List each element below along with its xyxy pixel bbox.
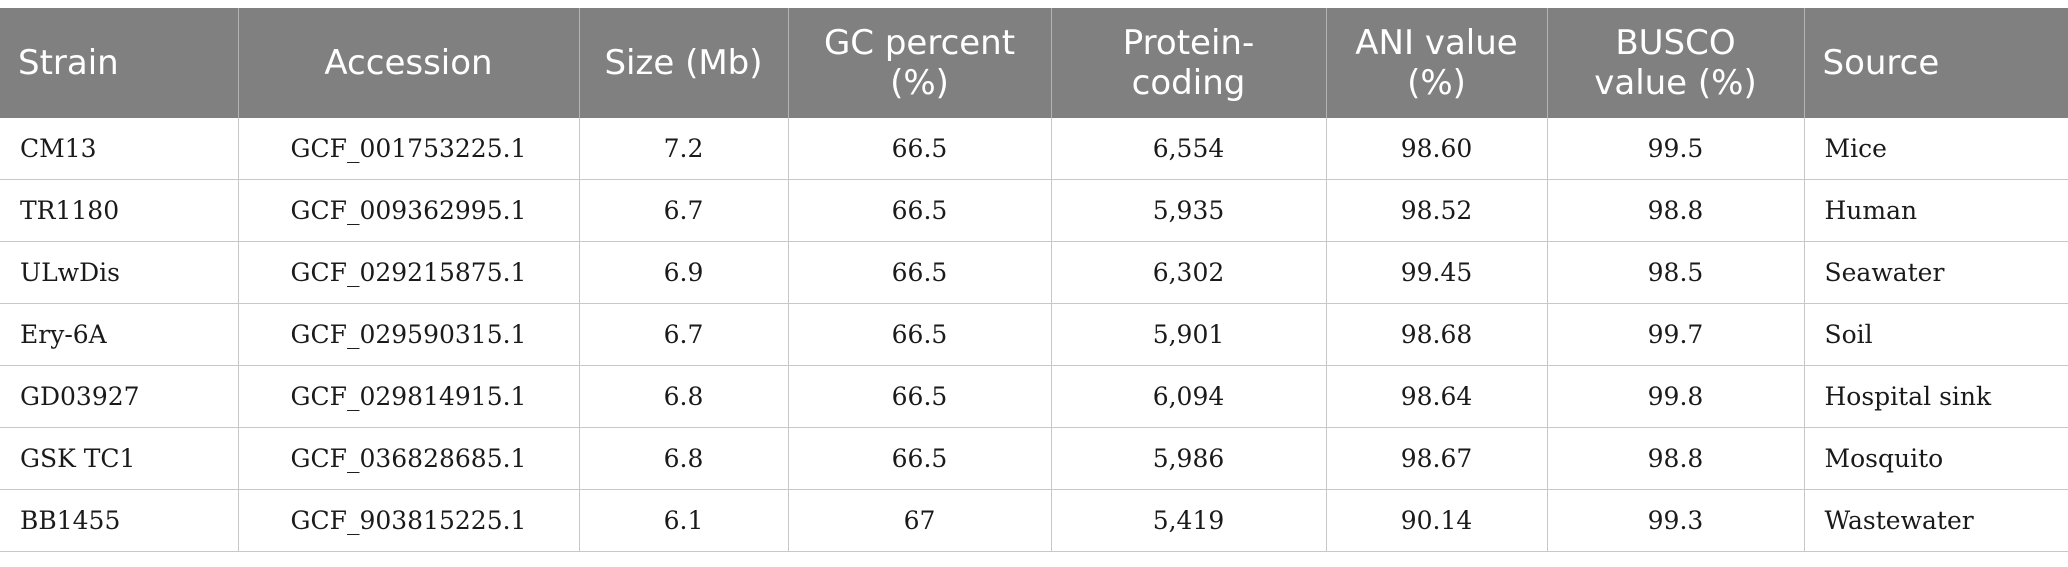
cell-gc-percent: 66.5 <box>787 303 1051 366</box>
cell-busco-value: 98.8 <box>1546 427 1804 490</box>
header-row: Strain Accession Size (Mb) GC percent (%… <box>0 8 2068 118</box>
header-busco-value: BUSCO value (%) <box>1546 8 1804 118</box>
cell-accession: GCF_009362995.1 <box>237 179 579 242</box>
cell-ani-value: 90.14 <box>1325 489 1547 552</box>
cell-strain: Ery-6A <box>0 303 238 366</box>
cell-busco-value: 98.8 <box>1546 179 1804 242</box>
cell-protein-coding: 5,901 <box>1050 303 1326 366</box>
table-row: TR1180 GCF_009362995.1 6.7 66.5 5,935 98… <box>0 179 2068 242</box>
header-strain: Strain <box>0 8 238 118</box>
cell-ani-value: 99.45 <box>1325 241 1547 304</box>
cell-strain: ULwDis <box>0 241 238 304</box>
cell-gc-percent: 66.5 <box>787 427 1051 490</box>
cell-busco-value: 99.5 <box>1546 118 1804 180</box>
cell-accession: GCF_001753225.1 <box>237 118 579 180</box>
cell-accession: GCF_903815225.1 <box>237 489 579 552</box>
cell-size: 6.8 <box>578 427 788 490</box>
cell-source: Wastewater <box>1803 489 2068 552</box>
cell-size: 6.7 <box>578 179 788 242</box>
cell-source: Mice <box>1803 118 2068 180</box>
cell-strain: TR1180 <box>0 179 238 242</box>
cell-size: 6.8 <box>578 365 788 428</box>
header-accession: Accession <box>237 8 579 118</box>
table-row: GSK TC1 GCF_036828685.1 6.8 66.5 5,986 9… <box>0 427 2068 490</box>
cell-protein-coding: 6,302 <box>1050 241 1326 304</box>
genome-table: Strain Accession Size (Mb) GC percent (%… <box>0 8 2068 552</box>
header-gc-percent: GC percent (%) <box>787 8 1051 118</box>
cell-gc-percent: 66.5 <box>787 179 1051 242</box>
cell-source: Human <box>1803 179 2068 242</box>
cell-busco-value: 99.3 <box>1546 489 1804 552</box>
header-size: Size (Mb) <box>578 8 788 118</box>
cell-strain: BB1455 <box>0 489 238 552</box>
cell-protein-coding: 6,554 <box>1050 118 1326 180</box>
cell-gc-percent: 66.5 <box>787 241 1051 304</box>
cell-protein-coding: 5,419 <box>1050 489 1326 552</box>
cell-accession: GCF_029590315.1 <box>237 303 579 366</box>
cell-busco-value: 99.8 <box>1546 365 1804 428</box>
header-source: Source <box>1803 8 2068 118</box>
cell-strain: CM13 <box>0 118 238 180</box>
cell-gc-percent: 66.5 <box>787 365 1051 428</box>
cell-ani-value: 98.52 <box>1325 179 1547 242</box>
cell-protein-coding: 5,986 <box>1050 427 1326 490</box>
cell-busco-value: 99.7 <box>1546 303 1804 366</box>
cell-busco-value: 98.5 <box>1546 241 1804 304</box>
cell-strain: GD03927 <box>0 365 238 428</box>
cell-source: Hospital sink <box>1803 365 2068 428</box>
table-row: GD03927 GCF_029814915.1 6.8 66.5 6,094 9… <box>0 365 2068 428</box>
cell-ani-value: 98.60 <box>1325 118 1547 180</box>
cell-accession: GCF_029215875.1 <box>237 241 579 304</box>
cell-size: 6.7 <box>578 303 788 366</box>
cell-source: Soil <box>1803 303 2068 366</box>
cell-ani-value: 98.67 <box>1325 427 1547 490</box>
table-row: ULwDis GCF_029215875.1 6.9 66.5 6,302 99… <box>0 241 2068 304</box>
cell-protein-coding: 5,935 <box>1050 179 1326 242</box>
cell-size: 7.2 <box>578 118 788 180</box>
table-row: BB1455 GCF_903815225.1 6.1 67 5,419 90.1… <box>0 489 2068 552</box>
cell-ani-value: 98.64 <box>1325 365 1547 428</box>
cell-source: Mosquito <box>1803 427 2068 490</box>
cell-size: 6.9 <box>578 241 788 304</box>
header-ani-value: ANI value (%) <box>1325 8 1547 118</box>
cell-strain: GSK TC1 <box>0 427 238 490</box>
cell-size: 6.1 <box>578 489 788 552</box>
cell-gc-percent: 67 <box>787 489 1051 552</box>
cell-protein-coding: 6,094 <box>1050 365 1326 428</box>
table-row: Ery-6A GCF_029590315.1 6.7 66.5 5,901 98… <box>0 303 2068 366</box>
cell-accession: GCF_036828685.1 <box>237 427 579 490</box>
cell-accession: GCF_029814915.1 <box>237 365 579 428</box>
cell-gc-percent: 66.5 <box>787 118 1051 180</box>
cell-ani-value: 98.68 <box>1325 303 1547 366</box>
cell-source: Seawater <box>1803 241 2068 304</box>
header-protein-coding: Protein-coding <box>1050 8 1326 118</box>
table-row: CM13 GCF_001753225.1 7.2 66.5 6,554 98.6… <box>0 118 2068 180</box>
